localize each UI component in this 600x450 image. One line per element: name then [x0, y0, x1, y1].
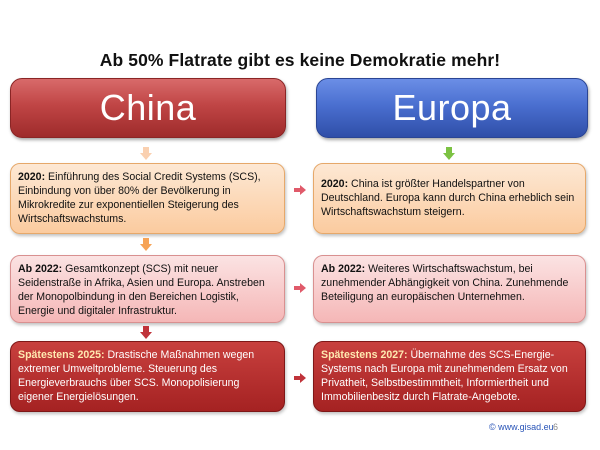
- china-box-2020-year: 2020:: [18, 171, 46, 183]
- china-box-2025: Spätestens 2025: Drastische Maßnahmen we…: [10, 341, 285, 412]
- china-box-2025-year: Spätestens 2025:: [18, 349, 105, 361]
- europa-box-2020-year: 2020:: [321, 178, 349, 190]
- right-arrow-2: [294, 283, 306, 293]
- right-arrow-1: [294, 185, 306, 195]
- china-box-2022-year: Ab 2022:: [18, 263, 63, 275]
- europa-box-2027-text: Übernahme des SCS-Energie-Systems nach E…: [321, 349, 568, 403]
- page-number: 6: [553, 422, 559, 432]
- europa-box-2027-year: Spätestens 2027:: [321, 349, 408, 361]
- china-down-arrow-3: [140, 326, 152, 339]
- europa-box-2020-text: China ist größter Handelspartner von Deu…: [321, 178, 575, 218]
- europa-box-2022-year: Ab 2022:: [321, 263, 366, 275]
- europa-box-2022: Ab 2022: Weiteres Wirtschaftswachstum, b…: [313, 255, 586, 323]
- china-box-2020: 2020: Einführung des Social Credit Syste…: [10, 163, 285, 234]
- china-down-arrow-1: [140, 147, 152, 160]
- footer-website-link[interactable]: © www.gisad.eu: [489, 422, 554, 432]
- europa-header: Europa: [316, 78, 588, 138]
- china-box-2022: Ab 2022: Gesamtkonzept (SCS) mit neuer S…: [10, 255, 285, 323]
- china-box-2025-text: Drastische Maßnahmen wegen extremer Umwe…: [18, 349, 255, 403]
- europa-box-2020: 2020: China ist größter Handelspartner v…: [313, 163, 586, 234]
- china-header: China: [10, 78, 286, 138]
- china-box-2020-text: Einführung des Social Credit Systems (SC…: [18, 171, 261, 225]
- europa-down-arrow-1: [443, 147, 455, 160]
- europa-box-2027: Spätestens 2027: Übernahme des SCS-Energ…: [313, 341, 586, 412]
- europa-box-2022-text: Weiteres Wirtschaftswachstum, bei zunehm…: [321, 263, 569, 303]
- china-down-arrow-2: [140, 238, 152, 251]
- china-box-2022-text: Gesamtkonzept (SCS) mit neuer Seidenstra…: [18, 263, 265, 317]
- right-arrow-3: [294, 373, 306, 383]
- slide-title: Ab 50% Flatrate gibt es keine Demokratie…: [99, 50, 501, 70]
